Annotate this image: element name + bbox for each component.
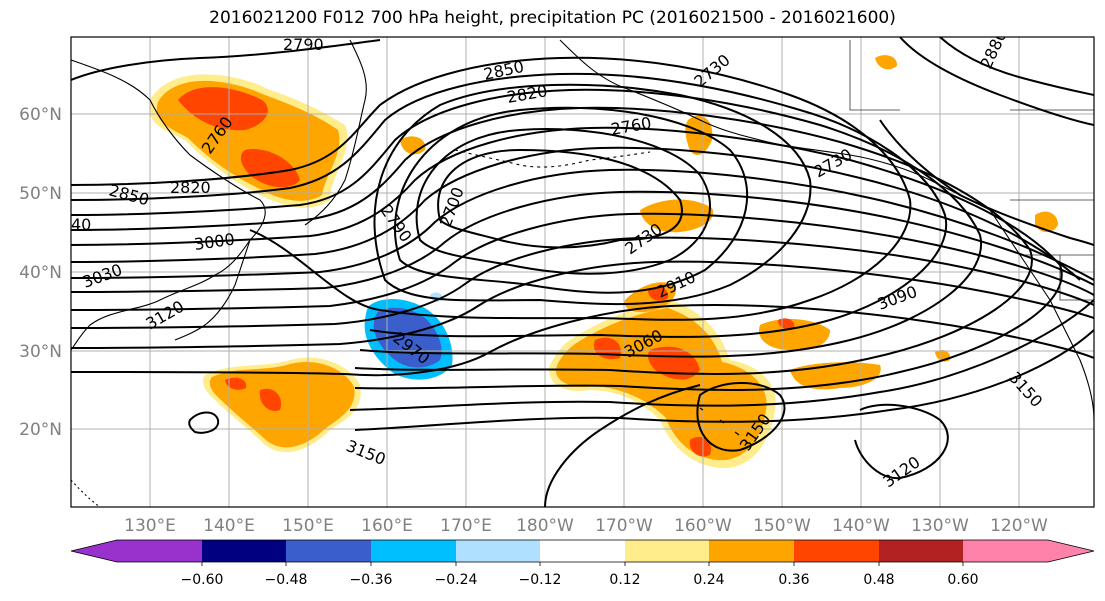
contour-label: 2790	[283, 35, 324, 54]
lon-label: 180°W	[516, 516, 574, 536]
lat-label: 60°N	[19, 105, 62, 125]
contour-2790	[373, 83, 812, 306]
colorbar-tick-label: −0.36	[350, 572, 393, 588]
colorbar-segment	[456, 540, 540, 562]
precip-blob-west-pacific-core	[209, 361, 355, 448]
precip-blob-west-pacific-max	[225, 377, 282, 411]
colorbar-segment	[286, 540, 371, 562]
contour-label: 2820	[170, 178, 211, 197]
contour-2730a	[415, 128, 711, 275]
coastlines	[71, 39, 1094, 507]
lat-label: 50°N	[19, 184, 62, 204]
lon-label: 150°W	[753, 516, 811, 536]
map-frame	[70, 36, 1095, 508]
colorbar-outline	[70, 539, 1095, 563]
contour-label: 40	[71, 215, 91, 234]
contour-3120-south	[696, 382, 786, 452]
contour-3120	[71, 260, 1094, 349]
height-contours	[71, 37, 1094, 507]
colorbar-tick-label: −0.48	[265, 572, 308, 588]
colorbar-tick-label: 0.60	[947, 572, 978, 588]
colorbar-segment	[709, 540, 794, 562]
lon-label: 150°E	[282, 516, 334, 536]
map-title: 2016021200 F012 700 hPa height, precipit…	[209, 8, 896, 28]
lat-label: 30°N	[19, 342, 62, 362]
colorbar-segment	[540, 540, 625, 562]
contour-2910	[71, 106, 1033, 375]
contour-3000	[71, 168, 1094, 431]
lon-label: 140°W	[832, 516, 890, 536]
colorbar-under-arrow	[71, 540, 117, 562]
contour-bc-outer	[879, 119, 1094, 246]
contour-small-loop	[188, 411, 220, 434]
lat-label: 40°N	[19, 263, 62, 283]
borders-na	[849, 40, 1094, 301]
lon-label: 130°W	[911, 516, 969, 536]
colorbar-segment	[117, 540, 202, 562]
colorbar-segment	[879, 540, 963, 562]
precip-blob-east-pacific	[759, 318, 830, 351]
precip-blob-central-pacific-max	[594, 337, 711, 457]
lon-label: 120°W	[990, 516, 1048, 536]
colorbar-over-arrow	[1048, 540, 1094, 562]
colorbar-tick-label: −0.60	[181, 572, 224, 588]
precip-blob-mid-ocean-max	[648, 287, 669, 301]
colorbar-segment	[371, 540, 456, 562]
colorbar-segment	[794, 540, 879, 562]
colorbar-tick-label: 0.36	[778, 572, 809, 588]
coast-japan	[174, 239, 251, 341]
precip-blob-okhotsk-max	[178, 87, 300, 188]
coast-aleutians	[454, 149, 651, 168]
contour-3150-south	[544, 384, 949, 507]
contour-2700	[437, 148, 683, 249]
coast-kamchatka	[304, 39, 367, 226]
contour-2850	[71, 72, 948, 338]
contour-ne-corner	[899, 37, 1094, 126]
contour-2820	[71, 56, 912, 321]
contour-3150	[71, 303, 1094, 377]
lon-label: 130°E	[124, 516, 176, 536]
colorbar: −0.60 −0.48 −0.36 −0.24 −0.12 0.12 0.24 …	[70, 539, 1095, 588]
lon-label: 170°E	[440, 516, 492, 536]
colorbar-tick-label: −0.12	[519, 572, 562, 588]
contour-2970	[71, 146, 1094, 411]
precip-blob-alaska-peninsula	[640, 199, 714, 233]
colorbar-tick-label: 0.12	[609, 572, 640, 588]
contour-3060	[71, 212, 1094, 311]
contour-2760	[394, 106, 749, 294]
contour-north-edge	[71, 39, 381, 81]
lon-label: 160°E	[361, 516, 413, 536]
latitude-labels: 60°N 50°N 40°N 30°N 20°N	[19, 105, 62, 440]
lat-label: 20°N	[19, 420, 62, 440]
lon-label: 170°W	[595, 516, 653, 536]
colorbar-segment	[625, 540, 709, 562]
coast-alaska	[559, 39, 991, 211]
contour-2940	[71, 126, 1063, 391]
precip-blob-gulf-alaska	[685, 115, 713, 156]
colorbar-tick-label: 0.48	[863, 572, 894, 588]
longitude-labels: 130°E 140°E 150°E 160°E 170°E 180°W 170°…	[124, 516, 1048, 536]
contour-3090	[71, 236, 1094, 329]
lon-label: 160°W	[674, 516, 732, 536]
precip-blob-bc-coast	[1035, 211, 1058, 233]
colorbar-segment	[963, 540, 1048, 562]
colorbar-tick-label: −0.24	[435, 572, 478, 588]
contour-3030	[71, 190, 1094, 293]
colorbar-tick-label: 0.24	[693, 572, 724, 588]
coast-islands-west	[71, 479, 101, 507]
lon-label: 140°E	[203, 516, 255, 536]
colorbar-segment	[202, 540, 286, 562]
contour-2880	[71, 88, 983, 358]
coast-asia	[71, 59, 266, 351]
precip-blob-alaska-north	[875, 55, 898, 70]
